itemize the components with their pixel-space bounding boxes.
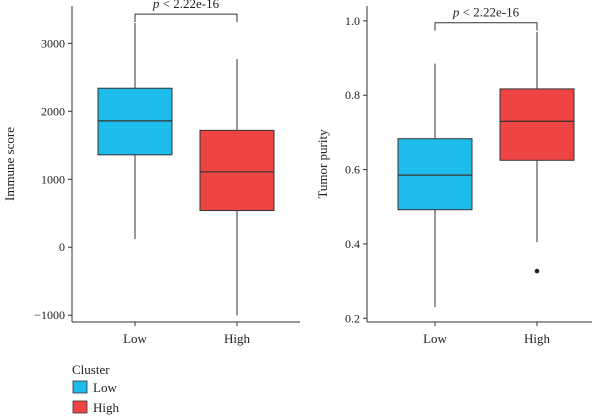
legend-label-high: High [93, 400, 120, 415]
y-tick-label: 2000 [41, 104, 65, 118]
x-tick-label-high: High [524, 331, 551, 346]
box-high [199, 129, 275, 212]
significance-bracket [134, 13, 238, 23]
legend-label-low: Low [93, 380, 117, 395]
y-tick-label: 0.8 [345, 88, 360, 102]
significance-bracket [434, 22, 538, 31]
legend-swatch-high [72, 400, 88, 414]
y-tick-label: 0 [59, 240, 65, 254]
box-low [397, 138, 473, 211]
p-value-symbol: p [152, 0, 160, 11]
p-value-text: < 2.22e-16 [459, 5, 519, 20]
box-low [97, 87, 173, 156]
immune-score-panel: −1000 0 1000 2000 3000 Immune score Low High p <… [2, 0, 300, 346]
p-value-symbol: p [452, 5, 460, 20]
legend: Cluster Low High [72, 362, 120, 415]
y-axis-title: Tumor purity [315, 129, 330, 199]
outlier-point-high [534, 268, 540, 274]
y-tick-label: 0.2 [345, 311, 360, 325]
tumor-purity-panel: 0.2 0.4 0.6 0.8 1.0 Tumor purity Low High p < 2.… [315, 5, 592, 346]
p-value-label: p < 2.22e-16 [152, 0, 220, 11]
x-tick-label-low: Low [123, 331, 147, 346]
box-high [499, 88, 575, 161]
legend-swatch-low [72, 380, 88, 394]
x-tick-label-high: High [224, 331, 251, 346]
y-tick-label: 1000 [41, 172, 65, 186]
y-axis-title: Immune score [2, 127, 17, 201]
y-tick-label: 3000 [41, 36, 65, 50]
legend-title: Cluster [72, 362, 110, 377]
p-value-label: p < 2.22e-16 [452, 5, 520, 20]
x-tick-label-low: Low [423, 331, 447, 346]
y-tick-label: 1.0 [345, 14, 360, 28]
y-tick-label: −1000 [34, 308, 65, 322]
y-tick-label: 0.6 [345, 163, 360, 177]
y-tick-label: 0.4 [345, 237, 360, 251]
p-value-text: < 2.22e-16 [159, 0, 219, 11]
